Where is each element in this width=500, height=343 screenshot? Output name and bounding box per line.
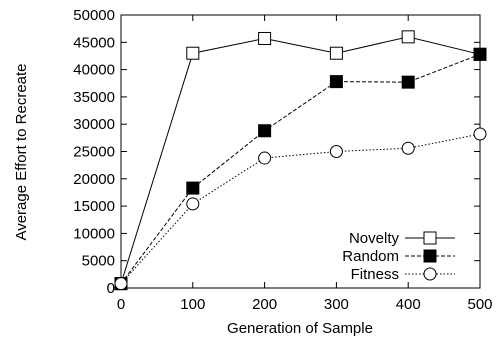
data-point — [186, 46, 200, 60]
data-point — [473, 127, 487, 141]
x-tick-label: 500 — [467, 296, 492, 313]
data-point — [186, 181, 200, 195]
data-point — [258, 124, 272, 138]
data-point — [329, 75, 343, 89]
x-axis-title: Generation of Sample — [227, 320, 373, 337]
data-point — [401, 75, 415, 89]
data-point — [329, 46, 343, 60]
legend-label: Random — [342, 248, 399, 265]
series-line — [120, 133, 481, 284]
data-point — [258, 31, 272, 45]
y-tick-label: 45000 — [73, 34, 115, 51]
y-tick-label: 35000 — [73, 89, 115, 106]
y-tick-label: 50000 — [73, 7, 115, 24]
y-tick-label: 5000 — [82, 253, 115, 270]
legend-marker — [423, 231, 437, 245]
y-tick-label: 25000 — [73, 144, 115, 161]
series-novelty — [120, 36, 481, 284]
y-tick-label: 10000 — [73, 225, 115, 242]
series-layer — [114, 30, 487, 291]
plot-frame — [120, 14, 481, 289]
series-fitness — [120, 133, 481, 284]
legend-label: Fitness — [351, 266, 399, 283]
series-random — [120, 53, 481, 284]
x-tick-label: 400 — [396, 296, 421, 313]
plot-border — [120, 14, 481, 289]
x-tick-label: 100 — [180, 296, 205, 313]
data-point — [329, 145, 343, 158]
data-point — [258, 151, 272, 165]
x-tick-label: 300 — [324, 296, 349, 313]
y-axis-title: Average Effort to Recreate — [13, 63, 30, 240]
data-point — [473, 47, 487, 61]
legend-marker — [423, 249, 437, 263]
y-tick-label: 40000 — [73, 62, 115, 79]
y-axis: 0 5000 10000 15000 20000 25000 30000 35000 40000… — [73, 7, 480, 297]
data-point — [401, 141, 415, 155]
legend-label: Novelty — [349, 230, 400, 247]
y-tick-label: 0 — [107, 280, 115, 297]
x-axis: 0 100 200 300 400 500 — [117, 15, 493, 313]
y-tick-label: 15000 — [73, 198, 115, 215]
data-point — [401, 30, 415, 44]
y-tick-label: 30000 — [73, 116, 115, 133]
data-point — [186, 197, 200, 211]
series-line — [120, 36, 481, 284]
legend-marker — [423, 267, 437, 281]
series-markers-fitness — [114, 127, 487, 291]
series-line — [120, 53, 481, 284]
x-tick-label: 200 — [252, 296, 277, 313]
y-tick-label: 20000 — [73, 171, 115, 188]
data-point — [114, 277, 128, 291]
x-tick-label: 0 — [117, 296, 125, 313]
